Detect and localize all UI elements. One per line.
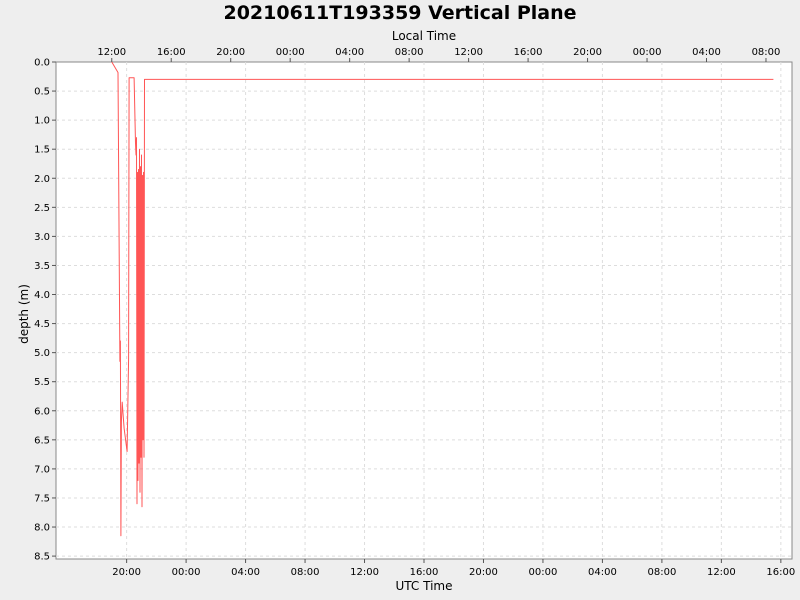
y-tick-label: 0.5 [34, 87, 50, 98]
x2-tick-label: 00:00 [276, 47, 305, 58]
x-tick-label: 00:00 [172, 567, 201, 578]
x-tick-label: 04:00 [231, 567, 260, 578]
x2-tick-label: 04:00 [692, 47, 721, 58]
y-tick-label: 8.5 [34, 552, 50, 563]
x-tick-label: 16:00 [766, 567, 795, 578]
y-tick-label: 5.5 [34, 377, 50, 388]
x-tick-label: 12:00 [350, 567, 379, 578]
x-tick-label: 08:00 [291, 567, 320, 578]
series-line [111, 61, 774, 537]
y-tick-label: 4.0 [34, 290, 50, 301]
x2-tick-label: 00:00 [633, 47, 662, 58]
x-tick-label: 16:00 [410, 567, 439, 578]
y-tick-label: 3.5 [34, 261, 50, 272]
x2-tick-label: 16:00 [157, 47, 186, 58]
x2-tick-label: 20:00 [573, 47, 602, 58]
y-tick-label: 2.0 [34, 174, 50, 185]
grid [56, 62, 792, 559]
y-axis-label: depth (m) [17, 284, 31, 344]
x-tick-label: 20:00 [469, 567, 498, 578]
axes: 20:00 00:00 04:00 08:00 12:00 16:00 20:00 00:00… [34, 47, 795, 578]
x2-axis-label: Local Time [392, 29, 456, 43]
y-tick-label: 6.0 [34, 406, 50, 417]
y-tick-label: 1.5 [34, 145, 50, 156]
y-tick-label: 2.5 [34, 203, 50, 214]
y-tick-label: 8.0 [34, 523, 50, 534]
y-tick-label: 4.5 [34, 319, 50, 330]
x-tick-label: 12:00 [707, 567, 736, 578]
y-tick-label: 7.0 [34, 464, 50, 475]
x2-tick-label: 08:00 [395, 47, 424, 58]
x-tick-label: 08:00 [647, 567, 676, 578]
x2-tick-label: 20:00 [216, 47, 245, 58]
x-tick-label: 00:00 [529, 567, 558, 578]
y-tick-label: 1.0 [34, 116, 50, 127]
x2-tick-label: 04:00 [335, 47, 364, 58]
x2-tick-label: 16:00 [514, 47, 543, 58]
x2-tick-label: 12:00 [97, 47, 126, 58]
x2-tick-label: 08:00 [752, 47, 781, 58]
series-layer [111, 61, 774, 537]
y-tick-label: 5.0 [34, 348, 50, 359]
x-tick-label: 20:00 [112, 567, 141, 578]
y-tick-label: 7.5 [34, 493, 50, 504]
y-tick-label: 6.5 [34, 435, 50, 446]
x-tick-label: 04:00 [588, 567, 617, 578]
x2-tick-label: 12:00 [454, 47, 483, 58]
y-tick-label: 3.0 [34, 232, 50, 243]
chart-title: 20210611T193359 Vertical Plane [223, 2, 576, 24]
y-tick-label: 0.0 [34, 58, 50, 69]
x-axis-label: UTC Time [396, 579, 453, 593]
